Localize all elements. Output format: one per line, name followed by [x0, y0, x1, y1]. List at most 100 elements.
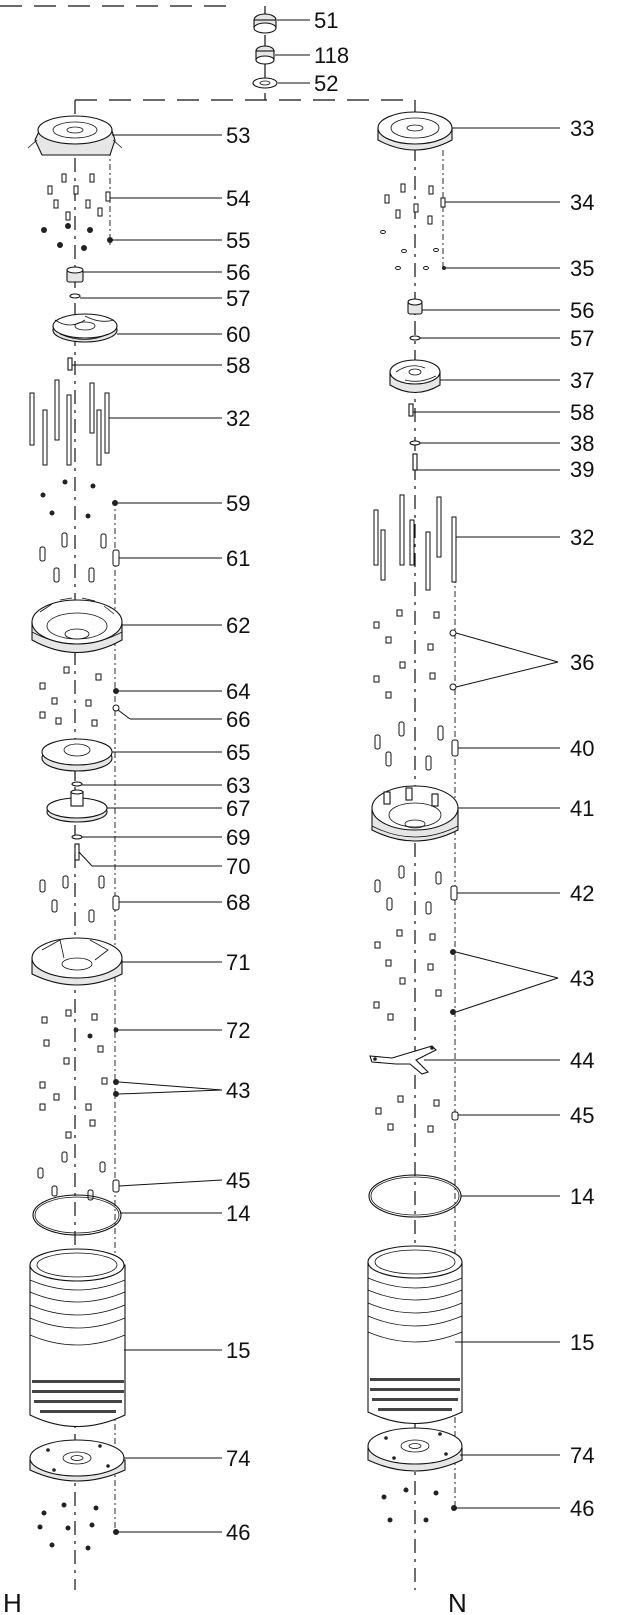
callout-n-32: 32	[570, 525, 594, 550]
fasteners-36-40	[373, 609, 459, 771]
callout-15: 15	[226, 1338, 250, 1363]
fasteners-46-n	[381, 1487, 457, 1523]
callout-65: 65	[226, 740, 250, 765]
callout-14: 14	[226, 1201, 250, 1226]
callout-n-38: 38	[570, 431, 594, 456]
fasteners-42-43-45	[373, 865, 459, 1133]
part-52-washer	[252, 77, 278, 89]
callout-n-14: 14	[570, 1184, 594, 1209]
callout-118: 118	[314, 43, 349, 68]
callout-74: 74	[226, 1446, 250, 1471]
callout-n-43: 43	[570, 966, 594, 991]
part-58-key	[67, 357, 73, 371]
part-32-tie-rods-n	[373, 494, 457, 591]
fasteners-34-35	[380, 183, 446, 270]
callout-43: 43	[226, 1078, 250, 1103]
callouts-n: 33 34 35 56 57 37 58 38 39 32 36 40 41 4…	[570, 116, 594, 1521]
callout-71: 71	[226, 950, 250, 975]
callout-n-45: 45	[570, 1103, 594, 1128]
leader-lines-n	[413, 127, 560, 1509]
callout-55: 55	[226, 228, 250, 253]
part-62-diffuser-bowl	[31, 597, 123, 654]
fasteners-64-66	[39, 666, 120, 727]
callout-n-35: 35	[570, 256, 594, 281]
top-parts	[0, 5, 416, 118]
callout-n-46: 46	[570, 1496, 594, 1521]
callout-46: 46	[226, 1520, 250, 1545]
callout-57: 57	[226, 286, 250, 311]
callout-n-15: 15	[570, 1330, 594, 1355]
callout-52: 52	[314, 71, 338, 96]
callout-32: 32	[226, 406, 250, 431]
callout-45: 45	[226, 1168, 250, 1193]
fasteners-72-43-45	[37, 1009, 120, 1201]
part-65-wear-plate	[41, 738, 113, 772]
fasteners-59-61	[39, 479, 120, 583]
fasteners-68	[39, 875, 120, 923]
fasteners-46	[37, 1502, 119, 1551]
callout-53: 53	[226, 123, 250, 148]
version-label-n: N	[448, 1588, 467, 1615]
callout-n-44: 44	[570, 1048, 594, 1073]
part-32-tie-rods	[29, 379, 110, 466]
part-44-bracket	[369, 1045, 437, 1075]
part-39-bolt	[412, 453, 418, 471]
callout-63: 63	[226, 773, 250, 798]
fasteners-54-55	[41, 173, 113, 251]
assembly-h	[27, 100, 126, 1590]
part-15-housing-n	[367, 1245, 463, 1424]
part-71-diffuser-bowl	[31, 937, 123, 986]
callout-n-39: 39	[570, 457, 594, 482]
part-67-impeller	[46, 789, 108, 823]
callout-66: 66	[226, 707, 250, 732]
callout-69: 69	[226, 825, 250, 850]
part-118-bearing	[255, 45, 275, 65]
part-37-impeller	[389, 359, 441, 394]
callout-n-33: 33	[570, 116, 594, 141]
callout-70: 70	[226, 854, 250, 879]
part-56-nut-n	[407, 298, 423, 315]
callout-n-57: 57	[570, 326, 594, 351]
part-63-ring	[71, 781, 83, 787]
callout-51: 51	[314, 8, 338, 33]
version-label-h: H	[3, 1588, 22, 1615]
part-53-top-plate	[27, 115, 123, 156]
part-74-base-plate	[29, 1439, 126, 1482]
callout-72: 72	[226, 1018, 250, 1043]
part-69-washer	[71, 834, 83, 840]
callout-68: 68	[226, 890, 250, 915]
callout-67: 67	[226, 796, 250, 821]
part-57-ring-n	[409, 335, 421, 341]
callout-59: 59	[226, 491, 250, 516]
callout-n-40: 40	[570, 736, 594, 761]
callout-54: 54	[226, 186, 250, 211]
callouts-h: 51 118 52 53 54 55 56 57 60 58 32 59 61 …	[226, 8, 349, 1545]
callout-64: 64	[226, 679, 250, 704]
part-14-o-ring	[32, 1194, 122, 1236]
callout-62: 62	[226, 613, 250, 638]
part-57-ring	[69, 293, 81, 299]
part-41-diffuser-bowl	[371, 785, 459, 842]
part-74-base-plate-n	[367, 1427, 463, 1472]
callout-n-56: 56	[570, 298, 594, 323]
part-51-nut	[253, 13, 277, 34]
part-33-top-plate	[377, 111, 453, 151]
callout-n-74: 74	[570, 1443, 594, 1468]
callout-n-42: 42	[570, 881, 594, 906]
part-70-bolt	[74, 843, 80, 861]
leader-lines-h	[72, 19, 310, 1533]
callout-56: 56	[226, 260, 250, 285]
callout-61: 61	[226, 546, 250, 571]
part-56-nut	[66, 266, 84, 283]
callout-58: 58	[226, 353, 250, 378]
part-15-housing	[29, 1248, 126, 1427]
part-60-impeller	[52, 313, 118, 343]
part-38-washer	[409, 440, 421, 446]
callout-n-41: 41	[570, 796, 594, 821]
callout-n-58: 58	[570, 400, 594, 425]
assembly-n	[367, 111, 463, 1590]
callout-n-34: 34	[570, 190, 594, 215]
callout-n-36: 36	[570, 650, 594, 675]
callout-60: 60	[226, 322, 250, 347]
